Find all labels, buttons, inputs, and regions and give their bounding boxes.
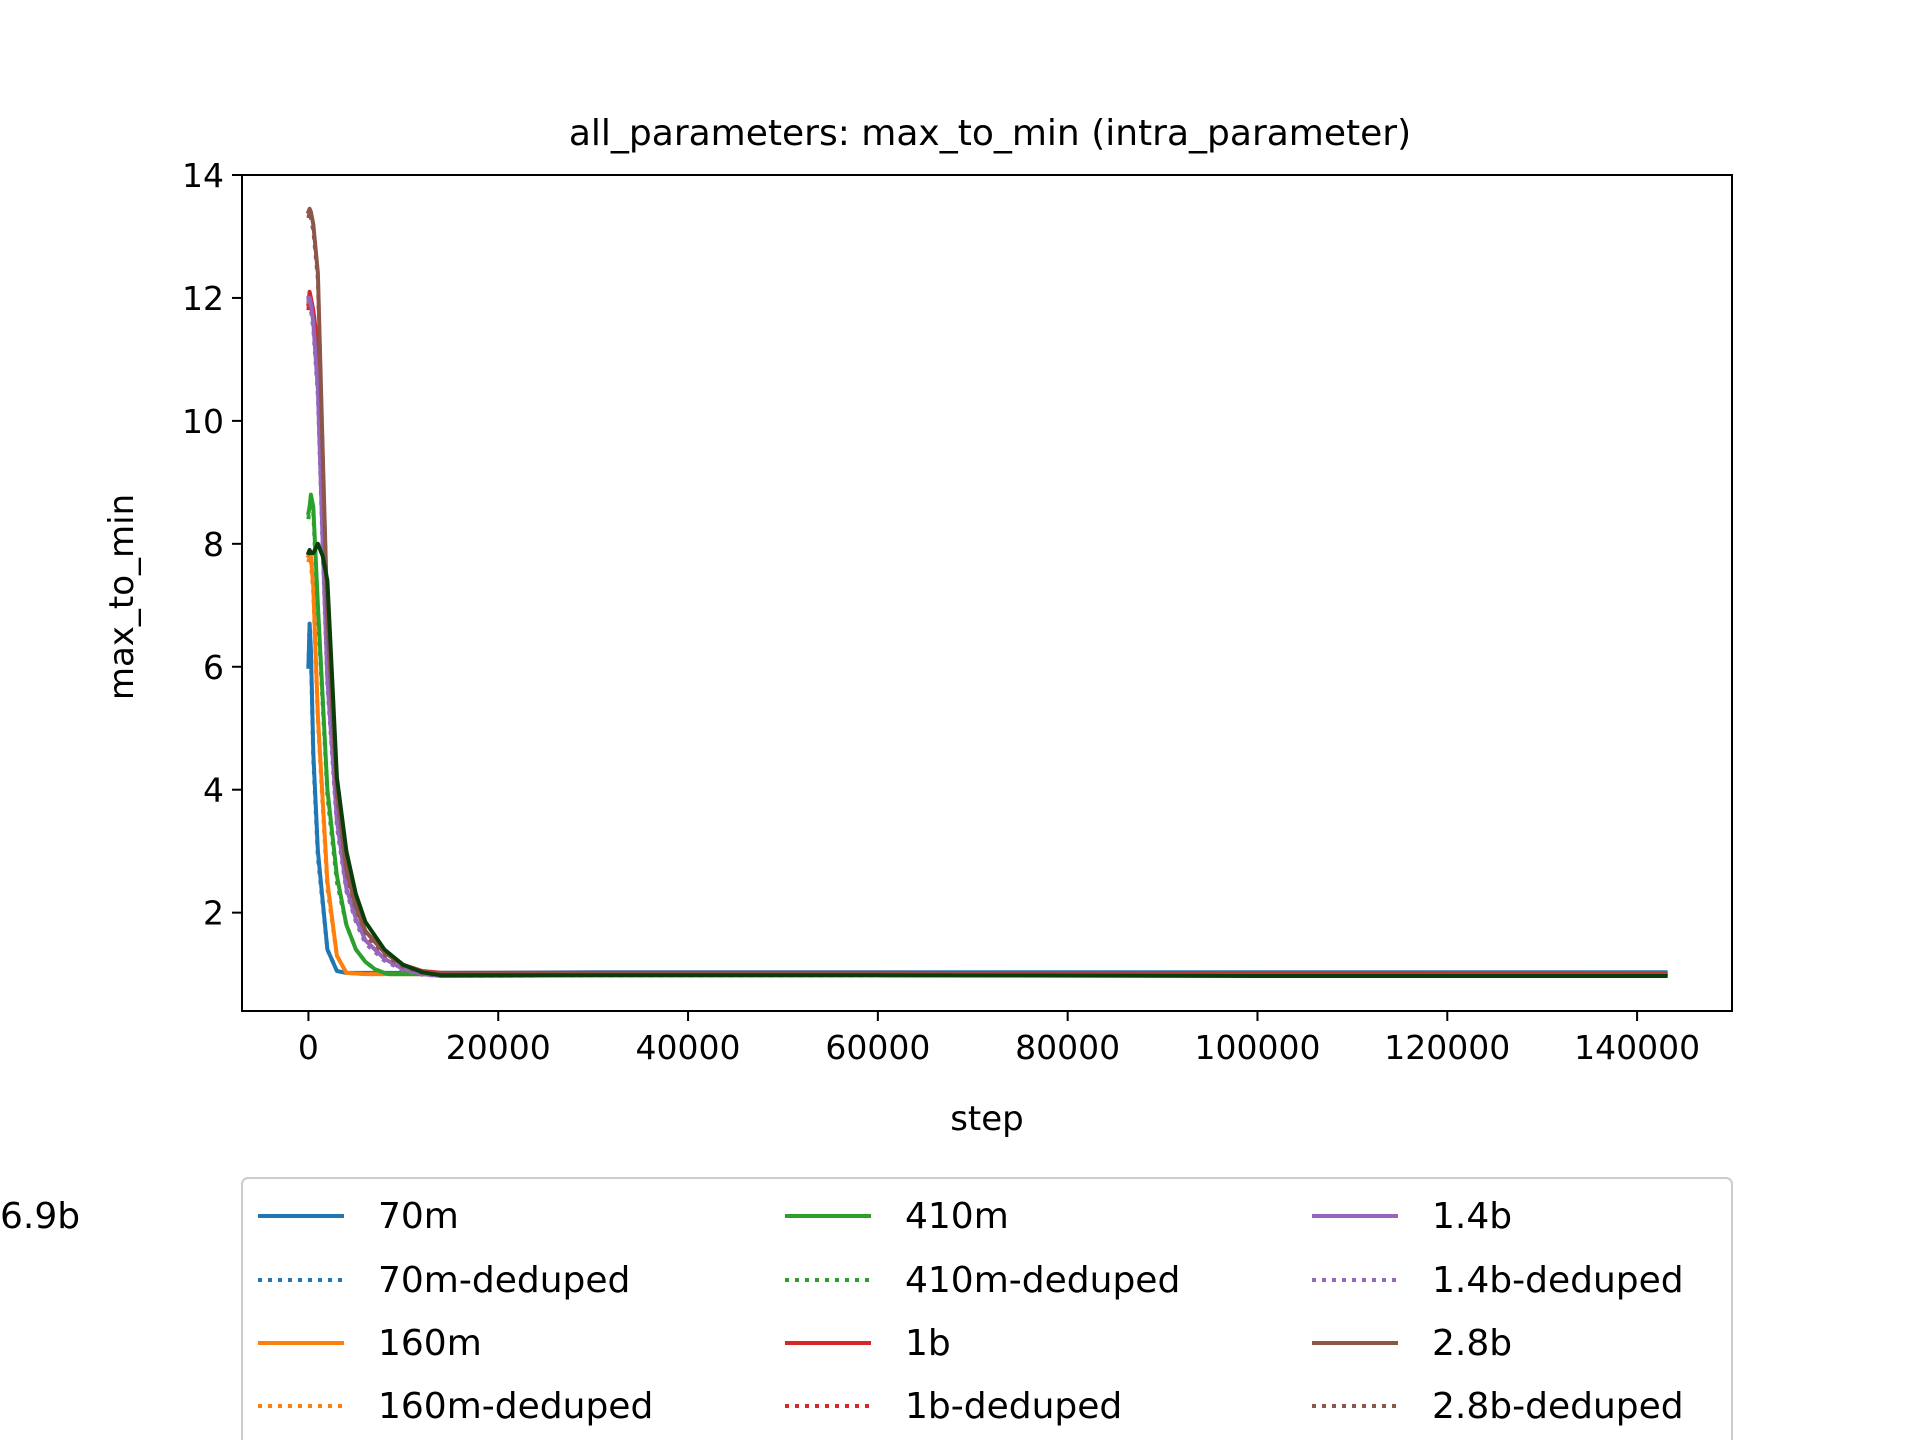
legend-label: 1.4b <box>1432 1196 1512 1237</box>
x-axis-label: step <box>950 1099 1024 1139</box>
legend-label: 1b <box>905 1323 951 1364</box>
y-tick-label: 4 <box>203 771 224 810</box>
x-tick-label: 100000 <box>1194 1028 1320 1067</box>
y-tick-label: 14 <box>182 156 224 195</box>
legend-label: 1b-deduped <box>905 1386 1122 1427</box>
y-axis-label: max_to_min <box>102 494 142 700</box>
legend-label: 2.8b <box>1432 1323 1512 1364</box>
legend-label: 1.4b-deduped <box>1432 1260 1684 1301</box>
series-layer <box>305 206 1668 978</box>
legend-label: 410m-deduped <box>905 1260 1180 1301</box>
legend-label: 70m <box>378 1196 459 1237</box>
x-tick-label: 120000 <box>1384 1028 1510 1067</box>
x-tick-label: 40000 <box>636 1028 741 1067</box>
y-tick-label: 8 <box>203 525 224 564</box>
y-tick-label: 10 <box>182 402 224 441</box>
chart-title: all_parameters: max_to_min (intra_parame… <box>569 113 1411 154</box>
plot-frame <box>241 174 1733 1012</box>
y-tick-label: 2 <box>203 894 224 933</box>
series-line-70m-deduped <box>306 621 1666 976</box>
y-tick-label: 6 <box>203 648 224 687</box>
plot-area <box>305 206 1668 978</box>
legend-items: 70m 70m-deduped 160m 160m-deduped 410m 410m-d… <box>0 1196 1684 1427</box>
legend-label: 160m <box>378 1323 482 1364</box>
legend-label: 160m-deduped <box>378 1386 653 1427</box>
y-tick-label: 12 <box>182 279 224 318</box>
y-axis: 2 4 6 8 10 12 14 <box>182 156 242 933</box>
legend-frame <box>241 1177 1733 1440</box>
x-axis: 0 20000 40000 60000 80000 100000 120000 140000 <box>298 1011 1700 1067</box>
x-tick-label: 140000 <box>1574 1028 1700 1067</box>
legend-label: 2.8b-deduped <box>1432 1386 1684 1427</box>
legend-label: 6.9b <box>0 1196 80 1237</box>
legend-label: 70m-deduped <box>378 1260 630 1301</box>
x-tick-label: 0 <box>298 1028 319 1067</box>
series-line-6-9b <box>305 541 1668 978</box>
series-line-1-4b-deduped <box>306 295 1666 978</box>
x-tick-label: 60000 <box>825 1028 930 1067</box>
legend: 70m 70m-deduped 160m 160m-deduped 410m 410m-d… <box>0 1177 1733 1440</box>
x-tick-label: 80000 <box>1015 1028 1120 1067</box>
legend-label: 410m <box>905 1196 1009 1237</box>
x-tick-label: 20000 <box>446 1028 551 1067</box>
